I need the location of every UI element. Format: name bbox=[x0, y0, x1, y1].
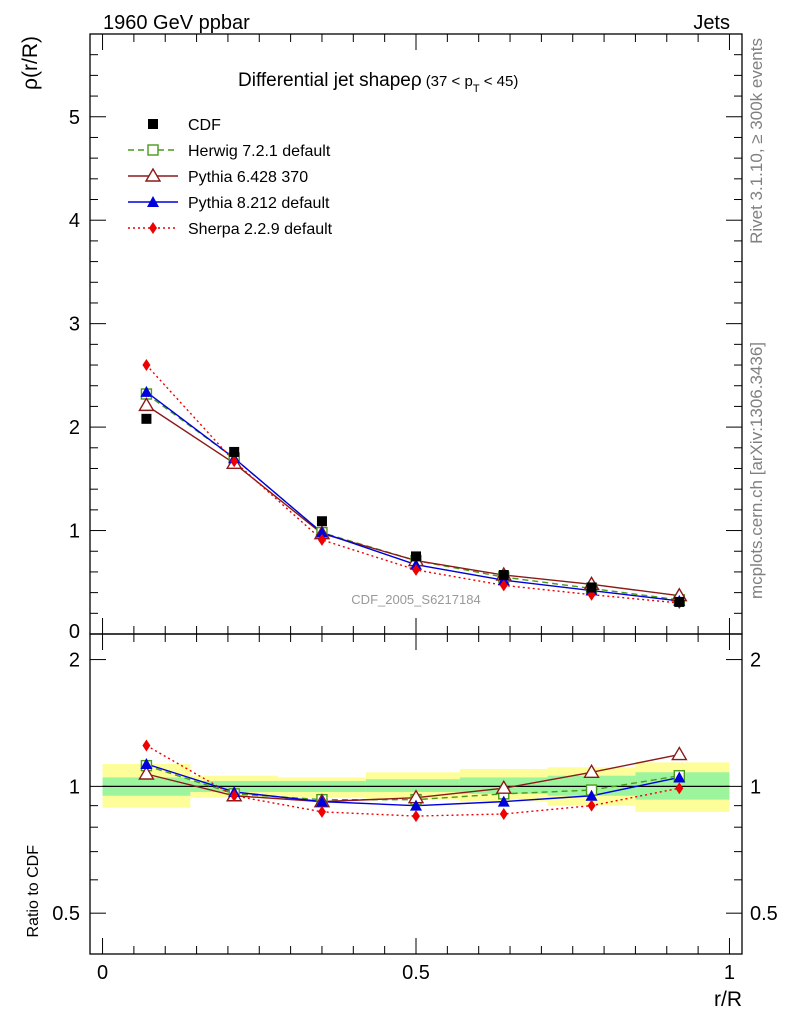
point-cdf bbox=[229, 446, 240, 457]
analysis-watermark: CDF_2005_S6217184 bbox=[351, 592, 480, 607]
header-left: 1960 GeV ppbar bbox=[103, 12, 250, 34]
legend-label-cdf: CDF bbox=[188, 117, 221, 134]
ratio-point-sherpa-2-2-9-default bbox=[499, 807, 508, 820]
chart-title: Differential jet shapeρ (37 < pT < 45) bbox=[238, 70, 518, 95]
ratio-point-sherpa-2-2-9-default bbox=[412, 810, 420, 823]
legend-label-pythia-8-212-default: Pythia 8.212 default bbox=[188, 195, 330, 212]
ratio-tick-label-right: 0.5 bbox=[750, 903, 778, 925]
legend-marker-herwig-7-2-1-default bbox=[147, 144, 159, 156]
point-sherpa-2-2-9-default bbox=[317, 533, 326, 546]
point-pythia-6-428-370 bbox=[138, 396, 155, 412]
x-tick-label: 1 bbox=[724, 962, 735, 984]
point-cdf bbox=[141, 413, 152, 424]
point-cdf bbox=[586, 582, 597, 593]
y-tick-label: 5 bbox=[69, 107, 80, 129]
legend-marker-pythia-8-212-default bbox=[147, 196, 159, 207]
ratio-point-pythia-6-428-370 bbox=[583, 763, 600, 778]
ratio-point-pythia-8-212-default bbox=[315, 795, 328, 807]
y-axis-label: ρ(r/R) bbox=[19, 36, 42, 90]
ratio-point-pythia-8-212-default bbox=[673, 771, 686, 783]
ratio-tick-label-right: 1 bbox=[750, 776, 761, 798]
header-right: Jets bbox=[693, 12, 730, 34]
ratio-point-pythia-6-428-370 bbox=[495, 779, 512, 794]
ratio-axis-label: Ratio to CDF bbox=[25, 845, 42, 938]
point-sherpa-2-2-9-default bbox=[142, 359, 151, 372]
legend-marker-cdf bbox=[148, 119, 158, 129]
ratio-point-pythia-8-212-default bbox=[497, 795, 510, 807]
ratio-point-sherpa-2-2-9-default bbox=[317, 805, 326, 818]
chart-title-sub: T bbox=[473, 83, 480, 95]
x-tick-label: 0 bbox=[97, 962, 108, 984]
point-pythia-8-212-default bbox=[140, 385, 153, 397]
legend-marker-pythia-6-428-370 bbox=[144, 167, 162, 182]
ratio-point-pythia-8-212-default bbox=[585, 789, 598, 801]
ratio-tick-label-left: 2 bbox=[69, 650, 80, 672]
chart-title-range: (37 < p bbox=[426, 73, 473, 90]
ratio-point-sherpa-2-2-9-default bbox=[587, 799, 596, 812]
ratio-point-sherpa-2-2-9-default bbox=[142, 739, 151, 752]
ratio-tick-label-left: 1 bbox=[69, 776, 80, 798]
point-cdf bbox=[674, 596, 685, 607]
point-cdf bbox=[498, 570, 509, 581]
y-tick-label: 4 bbox=[69, 210, 80, 232]
point-pythia-8-212-default bbox=[315, 526, 328, 538]
point-sherpa-2-2-9-default bbox=[230, 455, 239, 468]
ratio-tick-label-left: 0.5 bbox=[52, 903, 80, 925]
x-axis-label: r/R bbox=[714, 988, 742, 1011]
y-tick-label: 0 bbox=[69, 621, 80, 643]
ratio-point-sherpa-2-2-9-default bbox=[230, 789, 239, 802]
point-cdf bbox=[316, 516, 327, 527]
ratio-point-pythia-8-212-default bbox=[140, 758, 153, 770]
ratio-point-pythia-8-212-default bbox=[410, 799, 422, 811]
ratio-point-pythia-6-428-370 bbox=[138, 765, 155, 780]
legend-label-herwig-7-2-1-default: Herwig 7.2.1 default bbox=[188, 143, 331, 160]
ratio-band-inner bbox=[365, 779, 460, 792]
legend-label-pythia-6-428-370: Pythia 6.428 370 bbox=[188, 169, 308, 186]
rivet-side-label: Rivet 3.1.10, ≥ 300k events bbox=[747, 38, 766, 244]
x-tick-label: 0.5 bbox=[402, 962, 430, 984]
ratio-tick-label-right: 2 bbox=[750, 650, 761, 672]
ratio-point-sherpa-2-2-9-default bbox=[675, 782, 684, 795]
y-tick-label: 1 bbox=[69, 521, 80, 543]
ratio-point-pythia-6-428-370 bbox=[671, 746, 688, 761]
legend-marker-sherpa-2-2-9-default bbox=[149, 222, 157, 234]
point-cdf bbox=[411, 551, 421, 562]
chart-title-main: Differential jet shapeρ bbox=[238, 70, 422, 91]
point-sherpa-2-2-9-default bbox=[499, 579, 508, 592]
mcplots-side-label: mcplots.cern.ch [arXiv:1306.3436] bbox=[747, 342, 766, 599]
point-sherpa-2-2-9-default bbox=[412, 563, 420, 576]
legend-label-sherpa-2-2-9-default: Sherpa 2.2.9 default bbox=[188, 221, 333, 238]
chart-title-range-end: < 45) bbox=[480, 73, 519, 90]
y-tick-label: 3 bbox=[69, 314, 80, 336]
y-tick-label: 2 bbox=[69, 417, 80, 439]
